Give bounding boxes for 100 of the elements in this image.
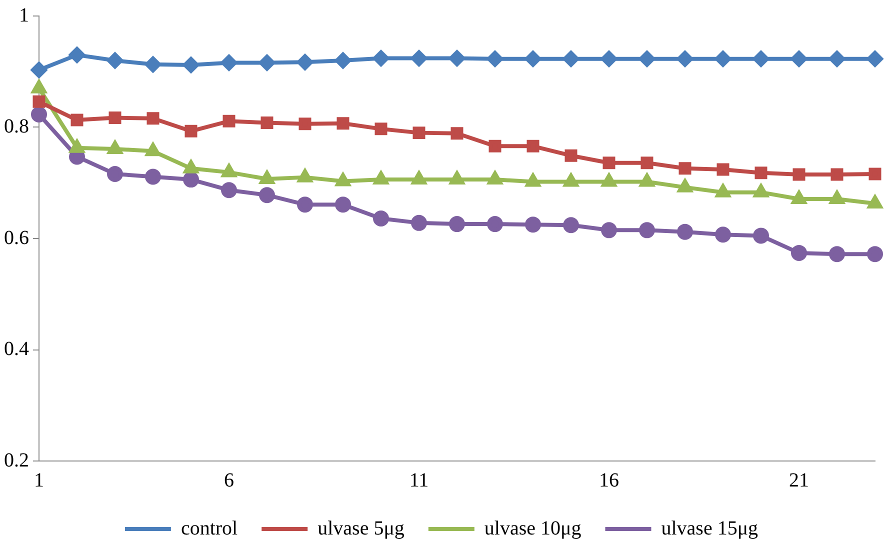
- point: [146, 112, 160, 125]
- point: [335, 196, 351, 213]
- point: [639, 50, 655, 67]
- point: [601, 222, 617, 238]
- point: [677, 224, 693, 240]
- point: [449, 216, 465, 232]
- point: [222, 164, 236, 178]
- x-tick-label: 16: [599, 469, 619, 492]
- point: [526, 174, 540, 187]
- point: [69, 46, 85, 63]
- point: [677, 50, 693, 67]
- point: [183, 172, 199, 188]
- point: [373, 50, 389, 66]
- y-tick-label: 0.6: [4, 226, 29, 249]
- point: [145, 56, 161, 72]
- point: [184, 124, 198, 138]
- point: [563, 50, 579, 67]
- point: [298, 169, 312, 182]
- legend-label: ulvase 10μg: [484, 517, 582, 540]
- y-tick-label: 1: [19, 4, 29, 26]
- point: [31, 62, 47, 78]
- point: [450, 127, 464, 140]
- point: [259, 54, 275, 71]
- point: [754, 166, 768, 180]
- point: [602, 156, 616, 170]
- point: [640, 174, 654, 187]
- point: [449, 50, 465, 66]
- point: [259, 187, 275, 204]
- x-tick-label: 6: [224, 469, 234, 492]
- point: [336, 173, 350, 186]
- y-tick-label: 0.8: [4, 116, 29, 138]
- y-tick-label: 0.4: [4, 338, 29, 360]
- point: [715, 50, 731, 67]
- x-tick-label: 1: [34, 469, 44, 492]
- point: [867, 246, 883, 262]
- legend-label: control: [180, 517, 238, 540]
- point: [145, 168, 161, 185]
- point: [791, 50, 807, 67]
- legend-label: ulvase 5μg: [318, 517, 404, 540]
- point: [716, 163, 730, 176]
- point: [563, 217, 579, 234]
- point: [374, 172, 388, 185]
- point: [867, 50, 883, 67]
- point: [32, 80, 46, 94]
- point: [297, 54, 313, 70]
- point: [791, 244, 807, 261]
- x-tick-label: 21: [789, 469, 809, 492]
- point: [792, 168, 806, 181]
- point: [297, 196, 313, 213]
- point: [222, 114, 236, 128]
- point: [678, 179, 692, 192]
- point: [32, 95, 46, 108]
- point: [487, 216, 503, 232]
- point: [221, 182, 237, 198]
- point: [374, 122, 388, 136]
- point: [601, 50, 617, 67]
- point: [792, 191, 806, 204]
- point: [31, 106, 47, 122]
- point: [526, 140, 540, 152]
- point: [183, 56, 199, 73]
- point: [829, 50, 845, 67]
- point: [107, 166, 123, 182]
- point: [412, 126, 426, 140]
- point: [184, 160, 198, 174]
- point: [525, 216, 541, 233]
- point: [678, 162, 692, 175]
- point: [260, 170, 274, 184]
- point: [830, 191, 844, 204]
- point: [868, 168, 882, 180]
- point: [487, 50, 503, 67]
- point: [640, 156, 654, 170]
- point: [412, 172, 426, 185]
- point: [450, 172, 464, 185]
- point: [336, 117, 350, 130]
- point: [488, 140, 502, 152]
- point: [830, 168, 844, 181]
- point: [70, 114, 84, 126]
- point: [602, 174, 616, 187]
- y-tick-label: 0.2: [4, 449, 29, 472]
- point: [753, 50, 769, 67]
- point: [564, 149, 578, 162]
- legend-label: ulvase 15μg: [661, 517, 758, 540]
- point: [108, 112, 122, 124]
- point: [564, 174, 578, 187]
- point: [411, 50, 427, 66]
- point: [753, 228, 769, 244]
- point: [108, 140, 122, 154]
- x-tick-label: 11: [409, 469, 429, 492]
- point: [146, 143, 160, 156]
- point: [411, 214, 427, 231]
- point: [107, 52, 123, 68]
- point: [716, 184, 730, 198]
- point: [639, 222, 655, 238]
- point: [525, 50, 541, 67]
- point: [715, 226, 731, 243]
- point: [754, 184, 768, 198]
- point: [829, 246, 845, 262]
- point: [488, 172, 502, 185]
- point: [373, 210, 389, 226]
- point: [335, 52, 351, 68]
